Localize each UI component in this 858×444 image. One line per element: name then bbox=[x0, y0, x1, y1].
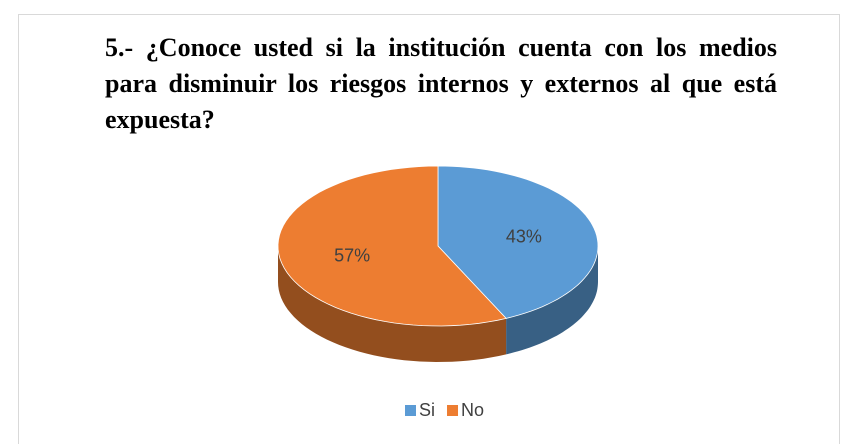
legend-swatch bbox=[405, 405, 416, 416]
chart-title: 5.- ¿Conoce usted si la institución cuen… bbox=[105, 33, 777, 134]
slice-side bbox=[278, 246, 507, 362]
data-label: 57% bbox=[334, 246, 370, 266]
slice-side bbox=[506, 246, 598, 355]
data-label: 43% bbox=[506, 226, 542, 246]
slice bbox=[437, 165, 599, 319]
slice bbox=[277, 165, 507, 327]
chart-frame bbox=[18, 14, 840, 444]
legend-label: Si bbox=[419, 400, 435, 420]
legend-label: No bbox=[461, 400, 484, 420]
legend-swatch bbox=[447, 405, 459, 416]
